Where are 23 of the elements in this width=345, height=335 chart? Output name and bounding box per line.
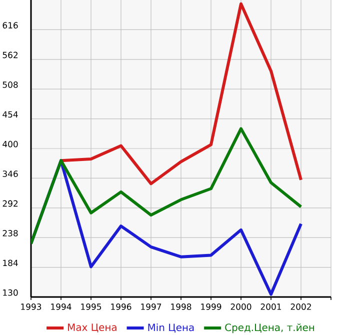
y-tick-label: 454 — [2, 111, 18, 118]
x-tick-label: 1997 — [141, 304, 162, 310]
x-tick-label: 2002 — [290, 304, 311, 310]
y-tick-label: 292 — [2, 200, 18, 207]
legend-label: Max Цена — [68, 324, 116, 332]
y-tick-label: 400 — [2, 140, 18, 148]
x-tick-label: 1998 — [171, 304, 192, 310]
y-tick-label: 184 — [3, 260, 18, 266]
y-tick-label: 508 — [2, 82, 18, 88]
y-tick-label: 238 — [2, 230, 18, 236]
x-tick-label: 1996 — [111, 304, 132, 310]
x-tick-label: 1999 — [201, 304, 222, 310]
y-tick-label: 346 — [2, 170, 18, 178]
x-tick-label: 2001 — [260, 304, 281, 310]
x-tick-label: 1994 — [51, 304, 72, 310]
legend-label: Min Цена — [148, 323, 194, 333]
y-tick-label: 130 — [3, 289, 18, 296]
x-tick-label: 1995 — [81, 304, 102, 310]
x-tick-label: 1993 — [21, 304, 42, 310]
legend-label: Сред.Цена, т.йен — [225, 323, 314, 334]
x-tick-label: 2000 — [230, 304, 252, 310]
y-tick-label: 616 — [2, 22, 18, 29]
y-tick-label: 562 — [2, 52, 18, 58]
